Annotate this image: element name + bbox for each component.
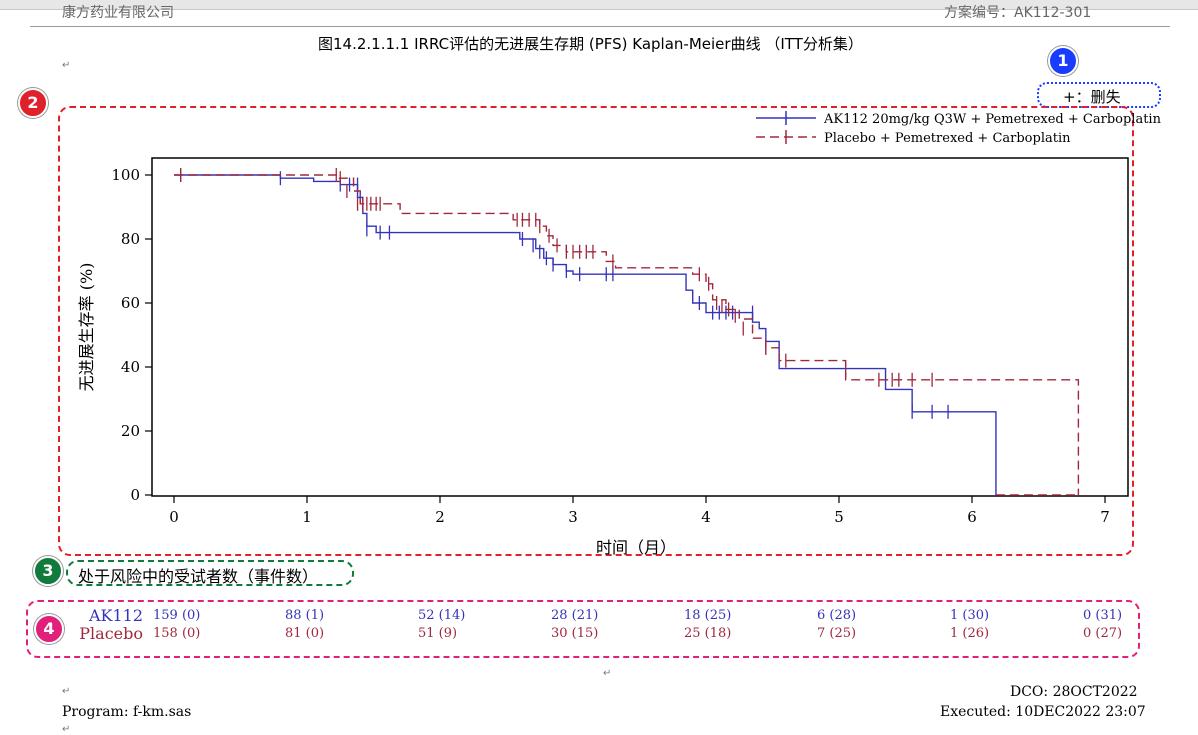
- footer-program: Program: f-km.sas: [62, 704, 192, 720]
- y-axis-label: 无进展生存率 (%): [77, 263, 96, 392]
- y-tick-label: 100: [111, 166, 140, 184]
- risk-cell: 25 (18): [684, 626, 732, 641]
- risk-table-title: 处于风险中的受试者数（事件数）: [78, 567, 319, 586]
- paragraph-mark: ↵: [62, 686, 71, 697]
- paragraph-mark: ↵: [62, 60, 71, 71]
- x-tick-label: 4: [701, 508, 711, 526]
- footer-executed: Executed: 10DEC2022 23:07: [940, 704, 1146, 720]
- header-rule: [30, 26, 1170, 27]
- risk-cell: 6 (28): [817, 608, 857, 623]
- y-tick-label: 80: [121, 230, 140, 248]
- x-tick-label: 3: [568, 508, 578, 526]
- paragraph-mark: ↵: [603, 668, 612, 679]
- chart-legend: AK112 20mg/kg Q3W + Pemetrexed + Carbopl…: [756, 111, 1162, 146]
- risk-table-box: [26, 600, 1140, 658]
- callout-3-badge: 3: [33, 556, 63, 586]
- x-tick-label: 2: [435, 508, 445, 526]
- header-protocol-number: 方案编号：AK112-301: [944, 5, 1092, 21]
- risk-cell: 7 (25): [817, 626, 857, 641]
- callout-4-badge: 4: [34, 614, 64, 644]
- risk-cell: 81 (0): [285, 626, 325, 641]
- paragraph-mark: ↵: [62, 724, 71, 735]
- risk-cell: 158 (0): [153, 626, 201, 641]
- risk-cell: 28 (21): [551, 608, 599, 623]
- x-axis-label: 时间（月）: [596, 538, 676, 557]
- y-tick-label: 0: [130, 486, 140, 504]
- x-tick-label: 7: [1100, 508, 1110, 526]
- header-company: 康方药业有限公司: [62, 5, 174, 21]
- y-tick-label: 60: [121, 294, 140, 312]
- risk-cell: 0 (31): [1083, 608, 1123, 623]
- x-tick-label: 5: [834, 508, 844, 526]
- risk-cell: 51 (9): [418, 626, 458, 641]
- callout-1-badge: 1: [1048, 46, 1078, 76]
- risk-cell: 30 (15): [551, 626, 599, 641]
- risk-cell: 1 (26): [950, 626, 990, 641]
- risk-table-title-box: 处于风险中的受试者数（事件数）: [66, 560, 354, 586]
- risk-cell: 52 (14): [418, 608, 466, 623]
- y-tick-label: 40: [121, 358, 140, 376]
- risk-cell: 1 (30): [950, 608, 990, 623]
- x-tick-label: 1: [302, 508, 312, 526]
- risk-cell: 88 (1): [285, 608, 325, 623]
- plot-frame: [151, 157, 1129, 497]
- x-tick-label: 6: [967, 508, 977, 526]
- km-curve-ak112: [174, 174, 997, 495]
- risk-cell: 0 (27): [1083, 626, 1123, 641]
- figure-title: 图14.2.1.1.1 IRRC评估的无进展生存期 (PFS) Kaplan-M…: [318, 35, 863, 53]
- editor-ribbon-strip: [0, 0, 1198, 10]
- risk-cell: 159 (0): [153, 608, 201, 623]
- callout-2-badge: 2: [18, 88, 48, 118]
- risk-cell: 18 (25): [684, 608, 732, 623]
- y-tick-label: 20: [121, 422, 140, 440]
- x-tick-label: 0: [169, 508, 179, 526]
- km-curve-placebo: [174, 174, 1080, 495]
- legend-label-placebo: Placebo + Pemetrexed + Carboplatin: [824, 131, 1071, 146]
- risk-row-label: AK112: [88, 606, 143, 625]
- risk-row-label: Placebo: [79, 624, 143, 643]
- footer-dco: DCO: 28OCT2022: [1010, 684, 1138, 700]
- legend-label-ak112: AK112 20mg/kg Q3W + Pemetrexed + Carbopl…: [823, 112, 1162, 127]
- censor-note-text: +：删失: [1063, 88, 1121, 106]
- plot-highlight-box: [58, 106, 1134, 556]
